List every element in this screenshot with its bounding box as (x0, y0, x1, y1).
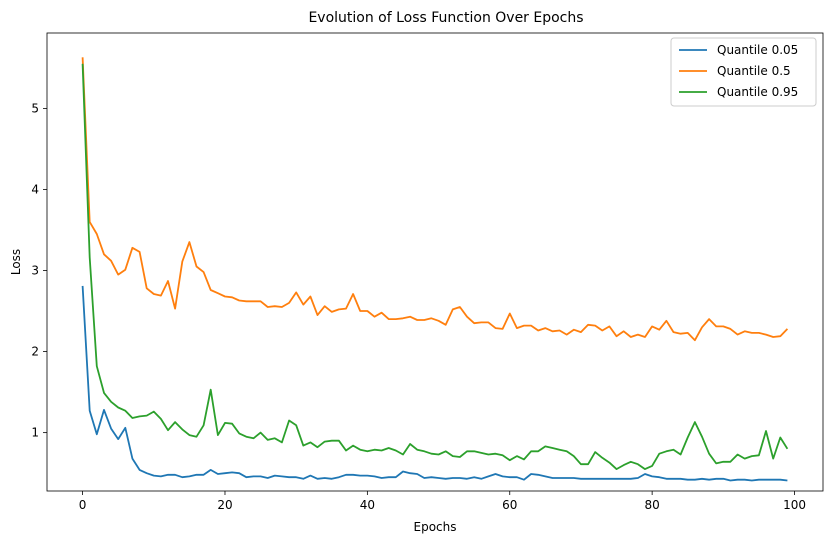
y-tick-label: 1 (31, 426, 39, 440)
legend-box (670, 37, 817, 107)
ticks-layer: 0 20 40 60 80 100 1 2 3 4 5 (31, 101, 806, 512)
y-tick-label: 5 (31, 101, 39, 115)
x-tick-label: 0 (79, 498, 87, 512)
legend-label-q05: Quantile 0.5 (717, 64, 791, 78)
y-tick-label: 3 (31, 264, 39, 278)
plot-area (47, 33, 823, 491)
y-tick-label: 4 (31, 182, 39, 196)
series-layer (81, 57, 789, 482)
plot-frame (46, 32, 824, 492)
x-tick-label: 20 (217, 498, 232, 512)
series-line-0 (81, 285, 788, 482)
y-tick-label: 2 (31, 345, 39, 359)
series-line-2 (81, 63, 789, 471)
x-axis-label: Epochs (414, 520, 457, 534)
x-tick-label: 60 (502, 498, 517, 512)
chart-title: Evolution of Loss Function Over Epochs (308, 10, 583, 26)
legend-label-q095: Quantile 0.95 (717, 85, 798, 99)
legend-label-q005: Quantile 0.05 (717, 43, 798, 57)
y-axis-label: Loss (9, 249, 23, 275)
x-tick-label: 40 (360, 498, 375, 512)
series-line-1 (81, 57, 789, 342)
x-tick-label: 100 (783, 498, 806, 512)
legend: Quantile 0.05 Quantile 0.5 Quantile 0.95 (670, 37, 817, 107)
x-tick-label: 80 (644, 498, 659, 512)
